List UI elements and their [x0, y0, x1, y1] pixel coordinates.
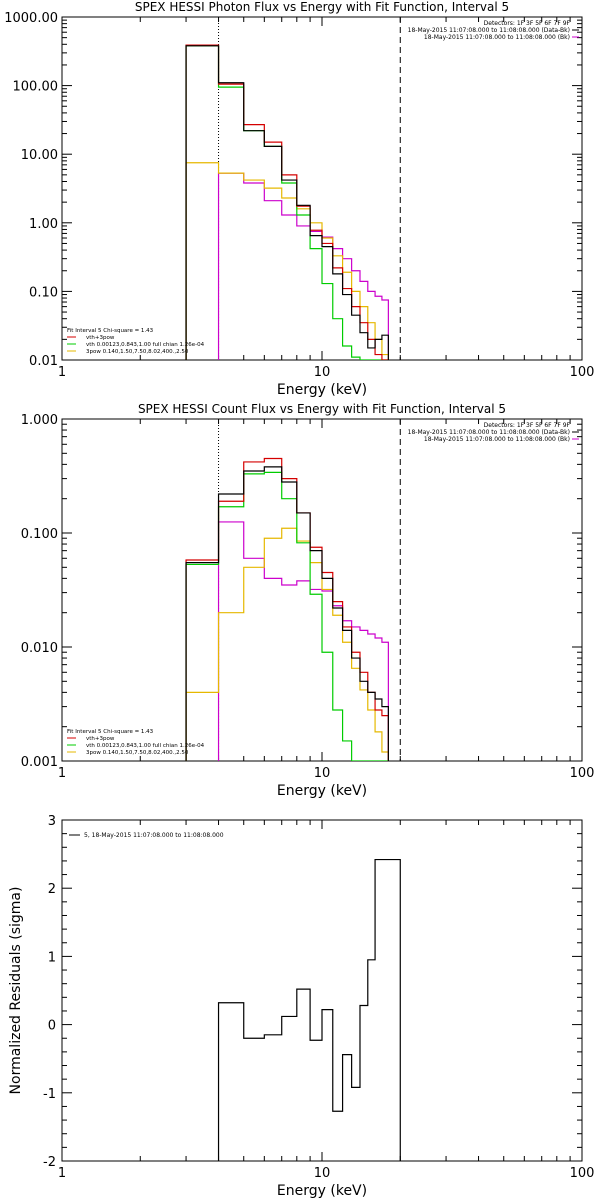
series-4-step-line — [217, 172, 389, 360]
x-tick-label: 100 — [570, 766, 595, 781]
header-line: 18-May-2015 11:07:08.000 to 11:08:08.000… — [424, 436, 570, 443]
residuals-step-line — [217, 858, 401, 1161]
fit-info-line: Fit Interval 5 Chi-square = 1.43 — [67, 729, 154, 735]
x-tick-label: 1 — [58, 1166, 66, 1181]
series-0-step-line — [185, 45, 389, 360]
count-flux-chart: SPEX HESSI Count Flux vs Energy with Fit… — [21, 402, 595, 799]
fit-info-line: vth 0.00123,0.843,1.00 full chian 1.26e-… — [86, 743, 205, 749]
x-tick-label: 10 — [314, 1166, 331, 1181]
x-tick-label: 100 — [570, 1166, 595, 1181]
chart-title: SPEX HESSI Count Flux vs Energy with Fit… — [138, 402, 506, 416]
series-4-step-line — [217, 521, 389, 761]
y-tick-label: 1.00 — [29, 217, 58, 232]
x-axis-label: Energy (keV) — [277, 382, 367, 398]
y-tick-label: 2 — [48, 882, 56, 897]
fit-info-line: vth 0.00123,0.843,1.00 full chian 1.26e-… — [86, 342, 205, 348]
y-tick-label: 100.00 — [13, 80, 59, 95]
y-tick-label: 0.01 — [29, 354, 58, 369]
plot-area — [185, 44, 389, 360]
y-tick-label: 0.100 — [21, 527, 58, 542]
series-3-step-line — [185, 162, 389, 360]
x-tick-label: 1 — [58, 365, 66, 380]
fit-info-line: 3pow 0.140,1.50,7.50,8.02,400.,2.50 — [86, 750, 189, 756]
fit-info-line: vth+3pow — [86, 736, 115, 742]
y-tick-label: 0.10 — [29, 285, 58, 300]
y-tick-label: 0.010 — [21, 641, 58, 656]
y-tick-label: 0.001 — [21, 755, 58, 770]
legend-text: 5, 18-May-2015 11:07:08.000 to 11:08:08.… — [84, 832, 224, 839]
y-tick-label: 1000.00 — [4, 11, 58, 26]
header-line: Detectors: 1F 3F 5F 6F 7F 9F — [484, 20, 571, 27]
plot-area — [217, 858, 401, 1161]
x-tick-label: 10 — [314, 365, 331, 380]
y-tick-label: -1 — [43, 1087, 56, 1102]
x-tick-label: 1 — [58, 766, 66, 781]
fit-info-line: 3pow 0.140,1.50,7.50,8.02,400.,2.50 — [86, 349, 189, 355]
y-tick-label: 1 — [48, 950, 56, 965]
header-line: 18-May-2015 11:07:08.000 to 11:08:08.000… — [408, 27, 570, 34]
y-tick-label: -2 — [43, 1155, 56, 1170]
series-3-step-line — [185, 527, 389, 761]
series-1-step-line — [185, 457, 389, 761]
photon-flux-chart: SPEX HESSI Photon Flux vs Energy with Fi… — [4, 0, 594, 398]
series-2-step-line — [185, 471, 389, 761]
series-1-step-line — [185, 44, 389, 360]
x-tick-label: 10 — [314, 766, 331, 781]
plot-area — [185, 457, 389, 761]
y-tick-label: 1.000 — [21, 413, 58, 428]
y-tick-label: 0 — [48, 1019, 56, 1034]
y-tick-label: 3 — [48, 814, 56, 829]
fit-info-line: vth+3pow — [86, 335, 115, 341]
header-line: 18-May-2015 11:07:08.000 to 11:08:08.000… — [424, 34, 570, 41]
header-line: Detectors: 1F 3F 5F 6F 7F 9F — [484, 422, 571, 429]
plot-frame — [61, 16, 583, 361]
plot-frame — [61, 819, 583, 1162]
x-axis-label: Energy (keV) — [277, 783, 367, 799]
series-0-step-line — [185, 466, 389, 761]
chart-title: SPEX HESSI Photon Flux vs Energy with Fi… — [135, 0, 509, 14]
x-tick-label: 100 — [570, 365, 595, 380]
y-tick-label: 10.00 — [21, 148, 58, 163]
series-2-step-line — [185, 45, 389, 360]
fit-info-line: Fit Interval 5 Chi-square = 1.43 — [67, 328, 154, 334]
x-axis-label: Energy (keV) — [277, 1183, 367, 1199]
y-axis-label: Normalized Residuals (sigma) — [8, 887, 24, 1095]
header-line: 18-May-2015 11:07:08.000 to 11:08:08.000… — [408, 429, 570, 436]
